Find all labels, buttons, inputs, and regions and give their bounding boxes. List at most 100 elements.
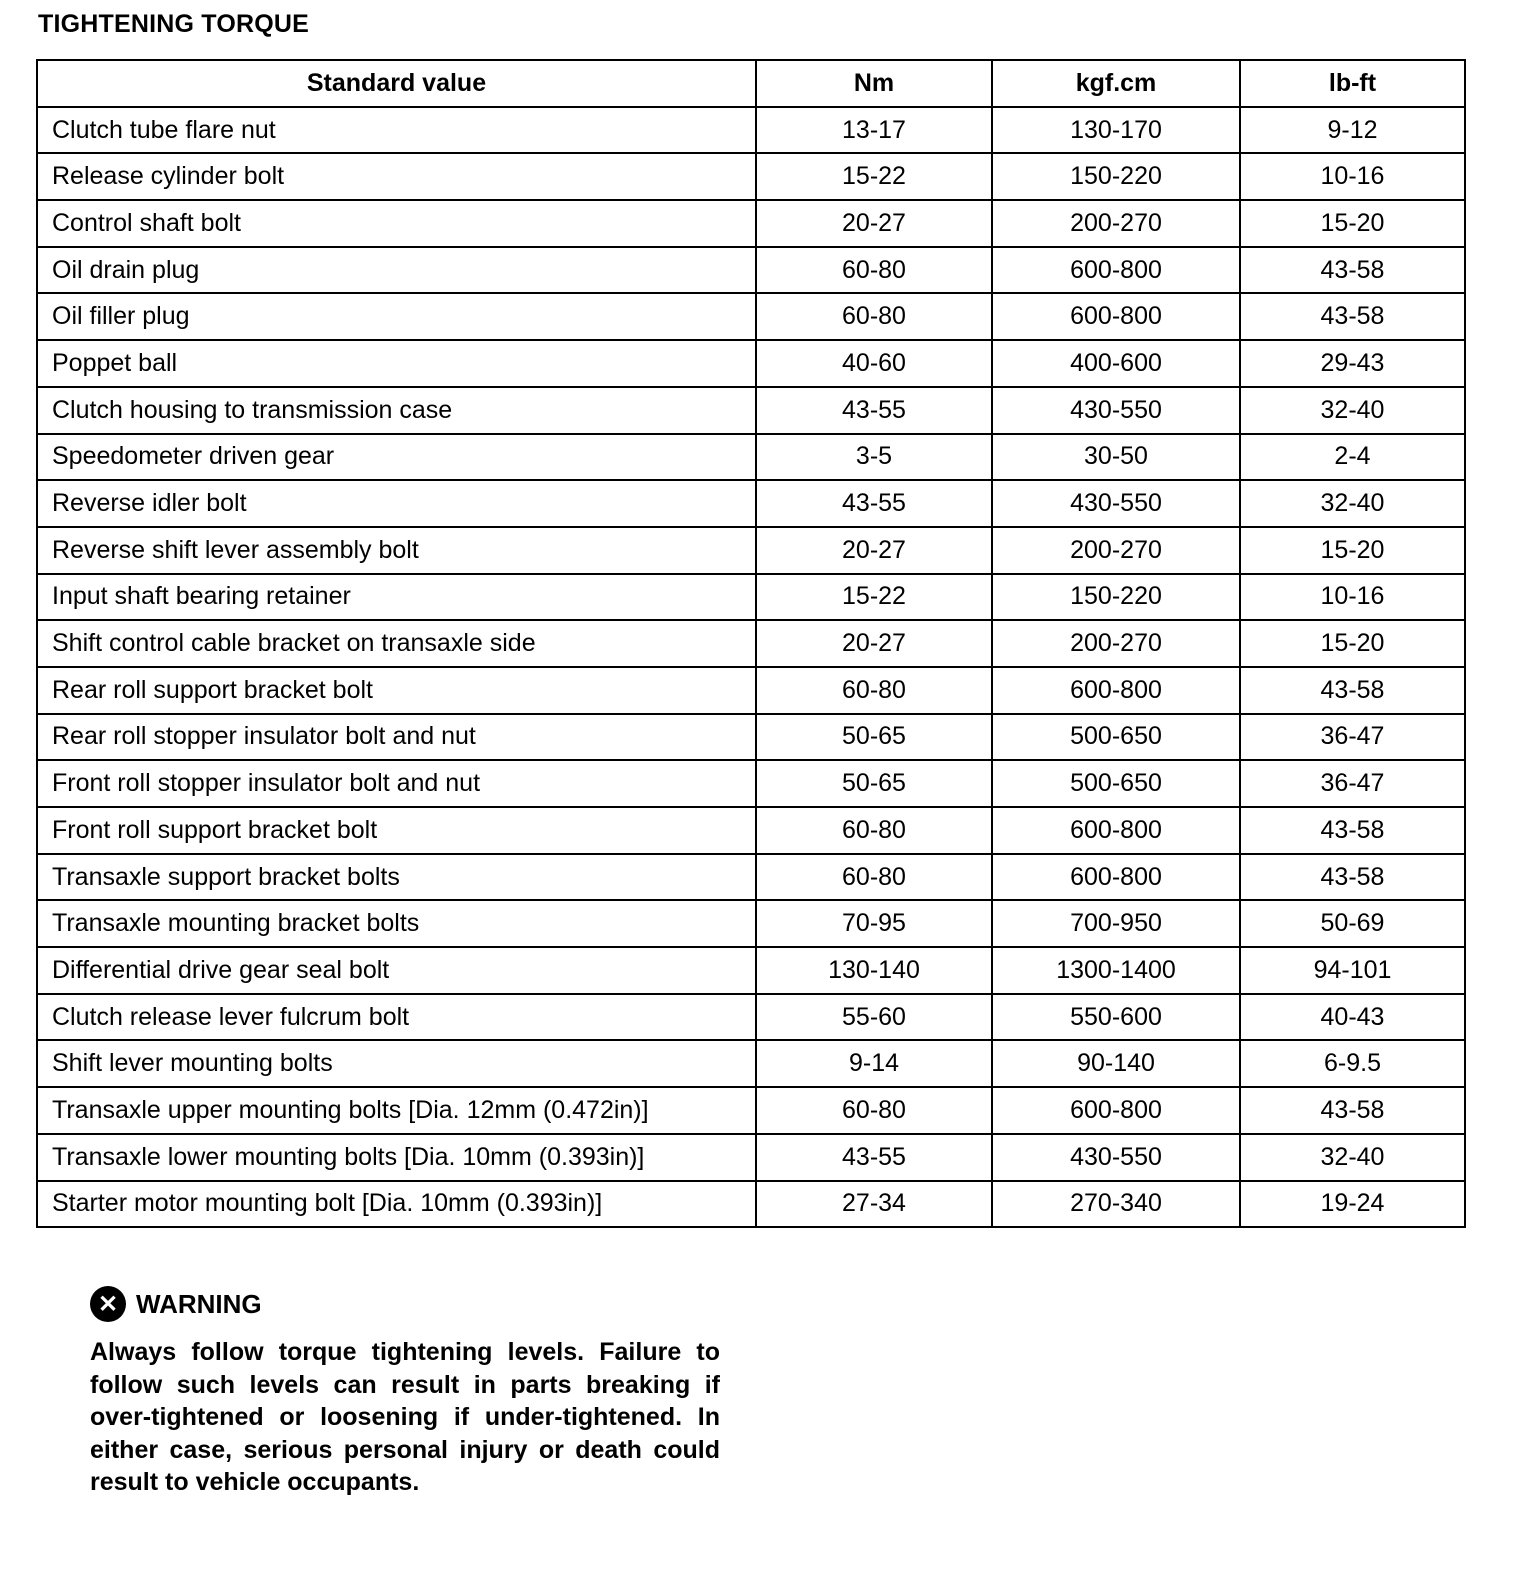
lbft-value: 43-58 — [1239, 292, 1466, 342]
lbft-value: 36-47 — [1239, 712, 1466, 762]
item-name: Front roll support bracket bolt — [36, 806, 757, 855]
kgfcm-value: 1300-1400 — [991, 946, 1241, 995]
table-row: Control shaft bolt 20-27 200-270 15-20 — [36, 199, 1466, 248]
kgfcm-value: 270-340 — [991, 1179, 1241, 1229]
lbft-value: 43-58 — [1239, 245, 1466, 295]
kgfcm-value: 500-650 — [991, 712, 1241, 762]
nm-value: 55-60 — [755, 992, 993, 1042]
nm-value: 60-80 — [755, 852, 993, 902]
item-name: Reverse shift lever assembly bolt — [36, 525, 757, 575]
table-row: Front roll stopper insulator bolt and nu… — [36, 759, 1466, 808]
item-name: Speedometer driven gear — [36, 432, 757, 482]
nm-value: 15-22 — [755, 152, 993, 202]
item-name: Clutch release lever fulcrum bolt — [36, 992, 757, 1042]
lbft-value: 10-16 — [1239, 152, 1466, 202]
lbft-value: 10-16 — [1239, 572, 1466, 622]
lbft-value: 15-20 — [1239, 525, 1466, 575]
table-row: Input shaft bearing retainer 15-22 150-220… — [36, 572, 1466, 622]
item-name: Reverse idler bolt — [36, 479, 757, 528]
nm-value: 60-80 — [755, 665, 993, 715]
table-row: Rear roll stopper insulator bolt and nut… — [36, 712, 1466, 762]
kgfcm-value: 150-220 — [991, 152, 1241, 202]
item-name: Rear roll stopper insulator bolt and nut — [36, 712, 757, 762]
item-name: Clutch tube flare nut — [36, 105, 757, 155]
kgfcm-value: 700-950 — [991, 899, 1241, 949]
kgfcm-value: 550-600 — [991, 992, 1241, 1042]
nm-value: 50-65 — [755, 712, 993, 762]
item-name: Transaxle upper mounting bolts [Dia. 12m… — [36, 1086, 757, 1135]
nm-value: 60-80 — [755, 1086, 993, 1135]
item-name: Rear roll support bracket bolt — [36, 665, 757, 715]
item-name: Oil drain plug — [36, 245, 757, 295]
lbft-value: 6-9.5 — [1239, 1039, 1466, 1089]
kgfcm-value: 90-140 — [991, 1039, 1241, 1089]
kgfcm-value: 600-800 — [991, 245, 1241, 295]
item-name: Transaxle mounting bracket bolts — [36, 899, 757, 949]
item-name: Differential drive gear seal bolt — [36, 946, 757, 995]
table-row: Oil filler plug 60-80 600-800 43-58 — [36, 292, 1466, 342]
kgfcm-value: 30-50 — [991, 432, 1241, 482]
lbft-value: 94-101 — [1239, 946, 1466, 995]
table-row: Clutch housing to transmission case 43-55… — [36, 385, 1466, 435]
header-kgfcm: kgf.cm — [991, 59, 1241, 108]
table-header-row: Standard value Nm kgf.cm lb-ft — [36, 59, 1466, 108]
kgfcm-value: 200-270 — [991, 525, 1241, 575]
table-row: Rear roll support bracket bolt 60-80 600-8… — [36, 665, 1466, 715]
kgfcm-value: 600-800 — [991, 292, 1241, 342]
kgfcm-value: 600-800 — [991, 665, 1241, 715]
nm-value: 43-55 — [755, 479, 993, 528]
nm-value: 60-80 — [755, 806, 993, 855]
lbft-value: 32-40 — [1239, 479, 1466, 528]
table-row: Release cylinder bolt 15-22 150-220 10-16 — [36, 152, 1466, 202]
kgfcm-value: 430-550 — [991, 1132, 1241, 1182]
item-name: Transaxle support bracket bolts — [36, 852, 757, 902]
nm-value: 9-14 — [755, 1039, 993, 1089]
item-name: Poppet ball — [36, 339, 757, 388]
nm-value: 15-22 — [755, 572, 993, 622]
lbft-value: 40-43 — [1239, 992, 1466, 1042]
table-row: Differential drive gear seal bolt 130-140… — [36, 946, 1466, 995]
table-row: Transaxle mounting bracket bolts 70-95 700… — [36, 899, 1466, 949]
lbft-value: 36-47 — [1239, 759, 1466, 808]
x-circle-icon: ✕ — [90, 1286, 126, 1322]
item-name: Input shaft bearing retainer — [36, 572, 757, 622]
nm-value: 27-34 — [755, 1179, 993, 1229]
kgfcm-value: 400-600 — [991, 339, 1241, 388]
nm-value: 43-55 — [755, 1132, 993, 1182]
kgfcm-value: 150-220 — [991, 572, 1241, 622]
torque-table: Standard value Nm kgf.cm lb-ft Clutch tu… — [36, 59, 1466, 1229]
table-row: Clutch release lever fulcrum bolt 55-60 55… — [36, 992, 1466, 1042]
nm-value: 40-60 — [755, 339, 993, 388]
header-standard-value: Standard value — [36, 59, 757, 108]
header-lbft: lb-ft — [1239, 59, 1466, 108]
lbft-value: 15-20 — [1239, 199, 1466, 248]
table-row: Starter motor mounting bolt [Dia. 10mm (… — [36, 1179, 1466, 1229]
table-row: Clutch tube flare nut 13-17 130-170 9-12 — [36, 105, 1466, 155]
lbft-value: 32-40 — [1239, 385, 1466, 435]
lbft-value: 19-24 — [1239, 1179, 1466, 1229]
item-name: Oil filler plug — [36, 292, 757, 342]
table-row: Transaxle support bracket bolts 60-80 600-… — [36, 852, 1466, 902]
lbft-value: 50-69 — [1239, 899, 1466, 949]
item-name: Release cylinder bolt — [36, 152, 757, 202]
item-name: Transaxle lower mounting bolts [Dia. 10m… — [36, 1132, 757, 1182]
item-name: Clutch housing to transmission case — [36, 385, 757, 435]
table-row: Shift lever mounting bolts 9-14 90-140 6-9.… — [36, 1039, 1466, 1089]
item-name: Control shaft bolt — [36, 199, 757, 248]
nm-value: 60-80 — [755, 245, 993, 295]
warning-box: ✕ WARNING Always follow torque tightenin… — [90, 1286, 720, 1499]
item-name: Shift control cable bracket on transaxle… — [36, 619, 757, 668]
lbft-value: 2-4 — [1239, 432, 1466, 482]
nm-value: 43-55 — [755, 385, 993, 435]
nm-value: 3-5 — [755, 432, 993, 482]
warning-text: Always follow torque tightening levels. … — [90, 1338, 720, 1496]
kgfcm-value: 430-550 — [991, 385, 1241, 435]
lbft-value: 43-58 — [1239, 852, 1466, 902]
lbft-value: 43-58 — [1239, 806, 1466, 855]
lbft-value: 43-58 — [1239, 665, 1466, 715]
item-name: Shift lever mounting bolts — [36, 1039, 757, 1089]
lbft-value: 15-20 — [1239, 619, 1466, 668]
nm-value: 50-65 — [755, 759, 993, 808]
kgfcm-value: 200-270 — [991, 619, 1241, 668]
nm-value: 20-27 — [755, 619, 993, 668]
